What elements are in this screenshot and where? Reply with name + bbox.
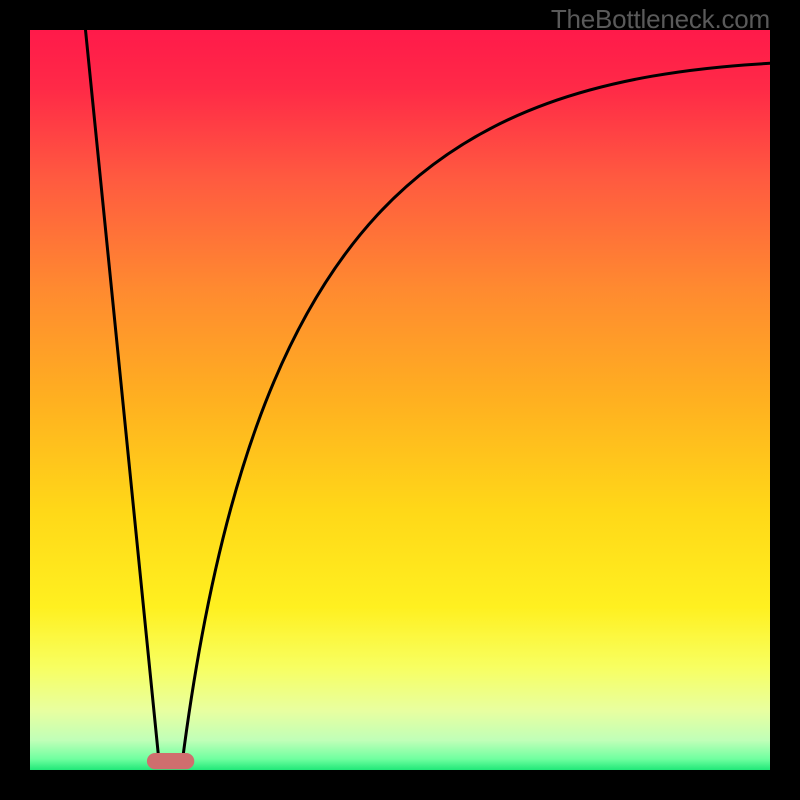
watermark-text: TheBottleneck.com <box>551 4 770 35</box>
chart-container: TheBottleneck.com <box>0 0 800 800</box>
optimum-marker <box>147 753 194 769</box>
gradient-background <box>30 30 770 770</box>
plot-area <box>30 30 770 770</box>
